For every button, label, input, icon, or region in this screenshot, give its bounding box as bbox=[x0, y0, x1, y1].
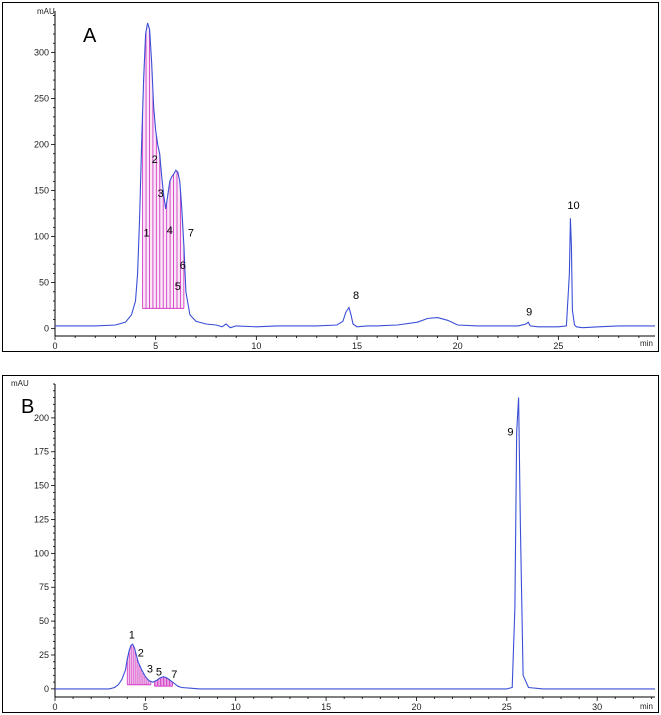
peak-label-a: 6 bbox=[180, 260, 186, 272]
x-tick-label-b: 5 bbox=[143, 702, 148, 711]
peak-label-b: 2 bbox=[138, 647, 144, 659]
x-tick-label-b: 15 bbox=[321, 702, 331, 711]
chromatogram-b-svg: B mAU min 0 5 10 15 20 25 30025507510012515017… bbox=[11, 379, 655, 711]
y-tick-label-b: 50 bbox=[39, 616, 49, 626]
peak-label-a: 5 bbox=[175, 281, 181, 293]
y-tick-label-a: 100 bbox=[34, 232, 49, 242]
x-tick-label-b: 25 bbox=[502, 702, 512, 711]
x-tick-label-b: 0 bbox=[52, 702, 57, 711]
x-unit-label-a: min bbox=[640, 339, 653, 348]
x-tick-label-a: 5 bbox=[153, 341, 158, 350]
panel-a-label: A bbox=[83, 25, 97, 47]
y-tick-label-b: 175 bbox=[34, 447, 49, 457]
y-tick-label-a: 150 bbox=[34, 186, 49, 196]
peak-label-a: 8 bbox=[353, 290, 359, 302]
peak-label-a: 7 bbox=[188, 228, 194, 240]
chromatogram-a-svg: A mAU min 0 5 10 15 20 2505010015020025030012… bbox=[34, 7, 655, 350]
x-tick-label-a: 15 bbox=[352, 341, 362, 350]
y-unit-label-a: mAU bbox=[37, 7, 55, 16]
x-tick-label-a: 0 bbox=[52, 341, 57, 350]
peak-label-b: 1 bbox=[129, 630, 135, 642]
chromatogram-panel-b: B mAU min 0 5 10 15 20 25 30 0 25 50 75 100 125 150 17… bbox=[2, 375, 659, 713]
peak-label-a: 10 bbox=[567, 200, 579, 212]
x-unit-label-b: min bbox=[640, 702, 653, 711]
y-tick-label-b: 75 bbox=[39, 582, 49, 592]
peak-label-b: 3 bbox=[147, 664, 153, 676]
chromatogram-panel-a: A mAU min 0 5 10 15 20 25 0 50 100 150 200 250 300 1 2… bbox=[2, 2, 659, 352]
y-tick-label-b: 100 bbox=[34, 548, 49, 558]
y-tick-label-b: 150 bbox=[34, 481, 49, 491]
peak-label-a: 9 bbox=[526, 307, 532, 319]
y-tick-label-a: 50 bbox=[39, 278, 49, 288]
y-tick-label-a: 200 bbox=[34, 139, 49, 149]
chromatogram-trace-a bbox=[55, 22, 655, 329]
y-tick-label-b: 25 bbox=[39, 650, 49, 660]
peak-label-b: 9 bbox=[507, 426, 513, 438]
peak-label-a: 4 bbox=[167, 225, 173, 237]
y-tick-label-a: 250 bbox=[34, 93, 49, 103]
x-tick-label-a: 20 bbox=[453, 341, 463, 350]
y-tick-label-a: 300 bbox=[34, 47, 49, 57]
x-tick-label-b: 20 bbox=[411, 702, 421, 711]
peak-label-a: 3 bbox=[158, 188, 164, 200]
panel-b-label: B bbox=[21, 396, 34, 418]
peak-label-a: 2 bbox=[152, 154, 158, 166]
y-tick-label-b: 125 bbox=[34, 514, 49, 524]
x-tick-label-a: 25 bbox=[553, 341, 563, 350]
x-tick-label-a: 10 bbox=[251, 341, 261, 350]
chromatogram-trace-b bbox=[55, 397, 655, 690]
y-tick-label-a: 0 bbox=[44, 324, 49, 334]
y-tick-label-b: 0 bbox=[44, 684, 49, 694]
y-tick-label-b: 200 bbox=[34, 413, 49, 423]
peak-label-b: 7 bbox=[171, 669, 177, 681]
peak-label-b: 5 bbox=[156, 666, 162, 678]
peak-label-a: 1 bbox=[144, 228, 150, 240]
x-tick-label-b: 30 bbox=[592, 702, 602, 711]
x-tick-label-b: 10 bbox=[231, 702, 241, 711]
y-unit-label-b: mAU bbox=[11, 379, 29, 388]
